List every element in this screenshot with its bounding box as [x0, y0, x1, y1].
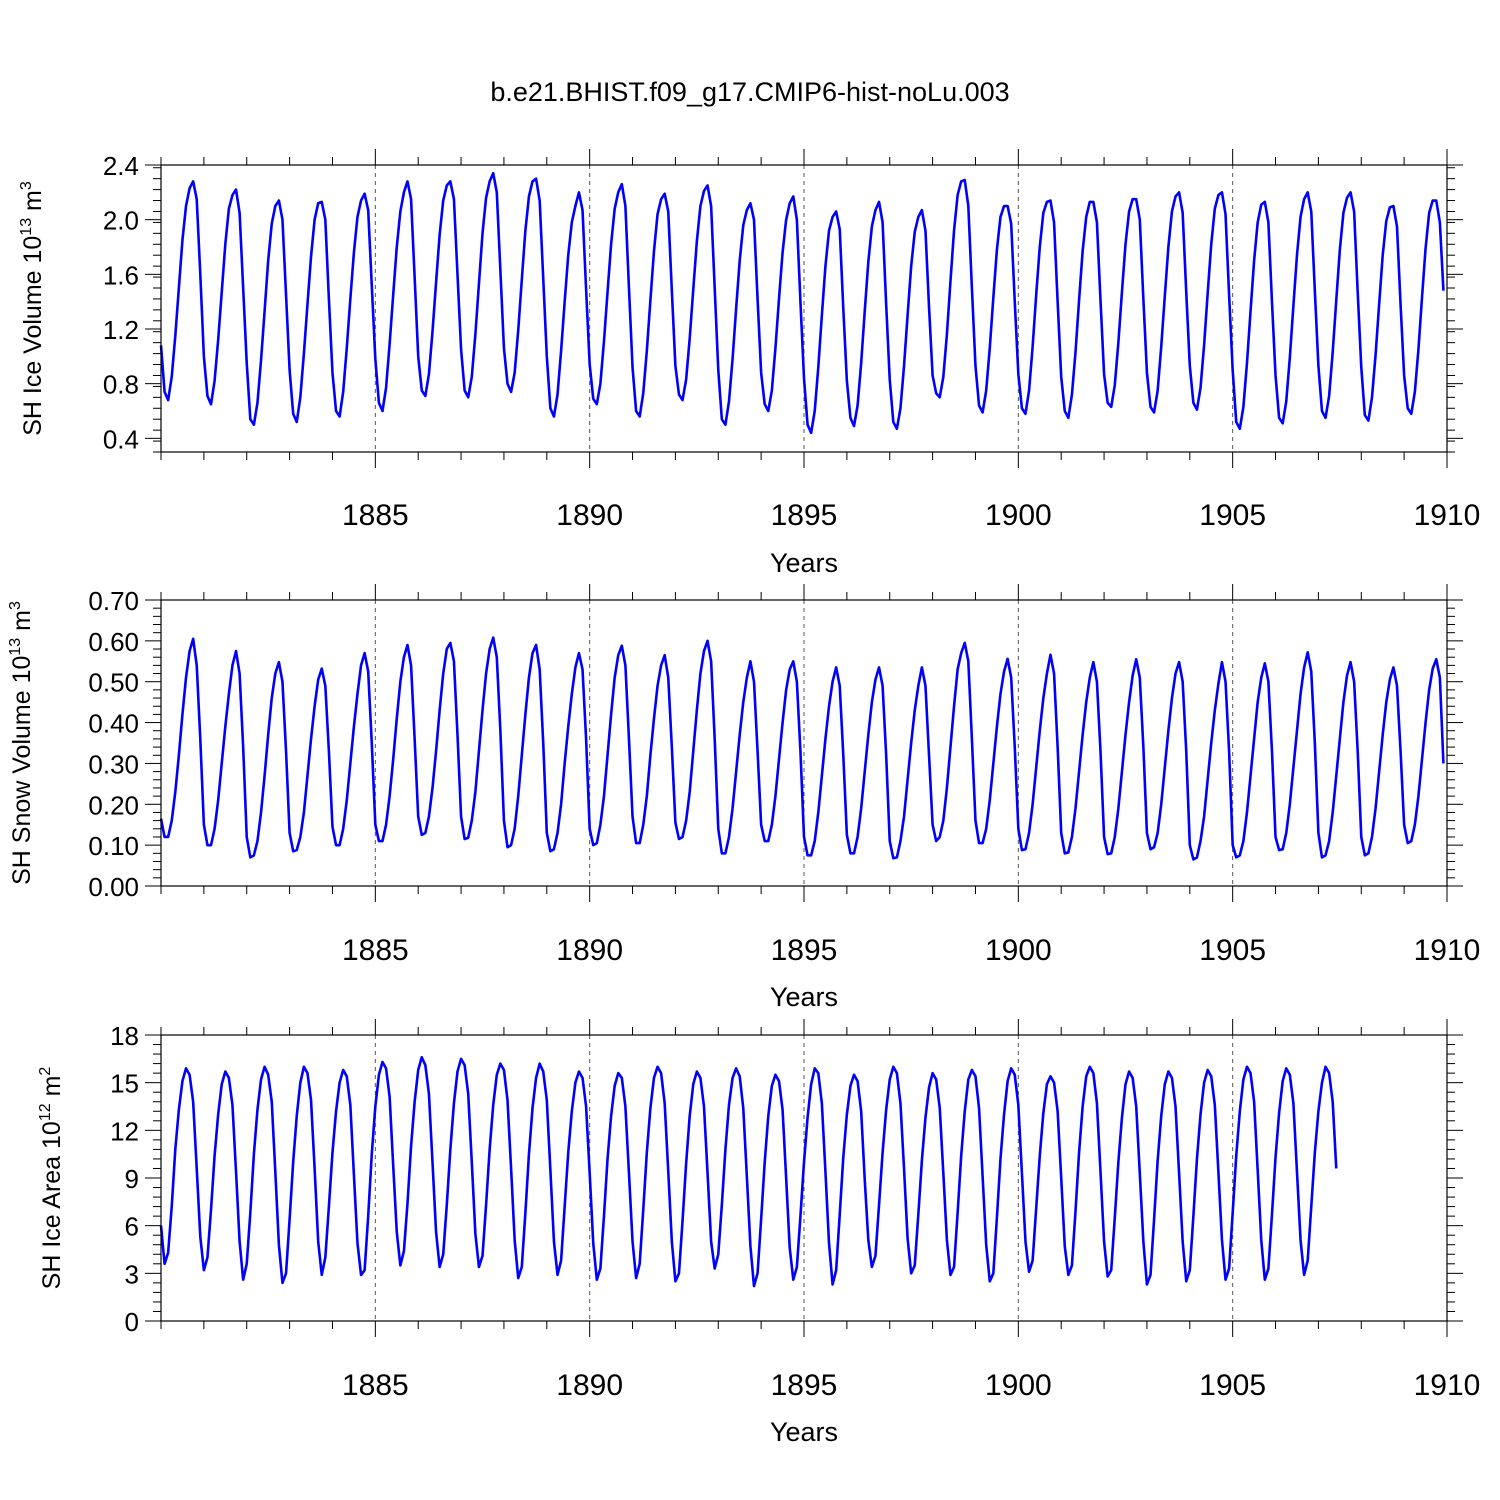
x-tick-label: 1885: [342, 1369, 409, 1402]
data-series-line: [159, 1055, 1338, 1288]
x-axis-title: Years: [770, 1417, 838, 1447]
chart-title: b.e21.BHIST.f09_g17.CMIP6-hist-noLu.003: [490, 77, 1009, 107]
y-tick-label: 0.30: [88, 749, 139, 779]
y-tick-label: 15: [110, 1069, 139, 1099]
x-tick-label: 1900: [985, 499, 1052, 532]
y-axis-title-superscript: 3: [18, 181, 35, 190]
x-axis-title: Years: [770, 548, 838, 578]
x-tick-label: 1890: [556, 499, 623, 532]
y-tick-label: 0: [125, 1307, 139, 1337]
y-axis-title-text: m: [38, 1076, 66, 1104]
y-tick-label: 12: [110, 1116, 139, 1146]
panel-2: 1885 1890 1895 1900 1905 1910 Years 0.00 0.10 0.2…: [7, 584, 1480, 1012]
y-tick-label: 1.2: [103, 315, 139, 345]
x-tick-label: 1890: [556, 934, 623, 967]
x-tick-label: 1910: [1414, 934, 1481, 967]
y-tick-label: 0.40: [88, 709, 139, 739]
x-tick-label: 1905: [1199, 499, 1266, 532]
y-axis-title-text: m: [8, 610, 36, 638]
y-tick-label: 0.50: [88, 668, 139, 698]
x-axis-title: Years: [770, 982, 838, 1012]
y-axis-title-text: SH Ice Area 10: [38, 1121, 66, 1289]
y-axis-title-superscript: 2: [37, 1067, 54, 1076]
y-tick-label: 0.70: [88, 586, 139, 616]
y-tick-label: 0.8: [103, 370, 139, 400]
x-tick-label: 1885: [342, 499, 409, 532]
y-axis-title-text: m: [19, 190, 47, 218]
panel-1: 1885 1890 1895 1900 1905 1910 Years 0.4 0.8 1.2 1.…: [18, 149, 1480, 578]
y-tick-label: 2.0: [103, 206, 139, 236]
y-tick-label: 0.10: [88, 831, 139, 861]
y-axis-title: SH Snow Volume 1013 m3: [7, 601, 36, 885]
x-tick-label: 1910: [1414, 1369, 1481, 1402]
panel-3: 1885 1890 1895 1900 1905 1910 Years 0 3 6 9 12 15 18 S…: [37, 1019, 1480, 1447]
x-tick-label: 1895: [771, 499, 838, 532]
data-series-line: [159, 171, 1445, 435]
y-axis-title-text: SH Ice Volume 10: [19, 236, 47, 436]
y-axis-title-superscript: 3: [7, 601, 24, 610]
x-tick-label: 1895: [771, 934, 838, 967]
x-tick-label: 1905: [1199, 1369, 1266, 1402]
x-tick-label: 1890: [556, 1369, 623, 1402]
y-tick-label: 3: [125, 1259, 139, 1289]
y-tick-label: 2.4: [103, 151, 139, 181]
x-tick-label: 1910: [1414, 499, 1481, 532]
x-tick-label: 1900: [985, 934, 1052, 967]
y-axis-title: SH Ice Area 1012 m2: [37, 1067, 66, 1290]
x-tick-label: 1895: [771, 1369, 838, 1402]
y-tick-label: 1.6: [103, 260, 139, 290]
y-tick-label: 6: [125, 1212, 139, 1242]
y-tick-label: 18: [110, 1021, 139, 1051]
y-axis-title: SH Ice Volume 1013 m3: [18, 181, 47, 436]
y-axis-title-superscript: 12: [37, 1103, 54, 1121]
x-tick-label: 1905: [1199, 934, 1266, 967]
y-tick-label: 0.60: [88, 627, 139, 657]
y-axis-title-superscript: 13: [7, 638, 24, 656]
y-tick-label: 0.4: [103, 424, 139, 454]
y-tick-label: 0.20: [88, 790, 139, 820]
y-axis-title-superscript: 13: [18, 218, 35, 236]
y-tick-label: 0.00: [88, 872, 139, 902]
y-tick-label: 9: [125, 1164, 139, 1194]
x-tick-label: 1900: [985, 1369, 1052, 1402]
y-axis-title-text: SH Snow Volume 10: [8, 656, 36, 885]
data-series-line: [159, 636, 1445, 861]
x-tick-label: 1885: [342, 934, 409, 967]
